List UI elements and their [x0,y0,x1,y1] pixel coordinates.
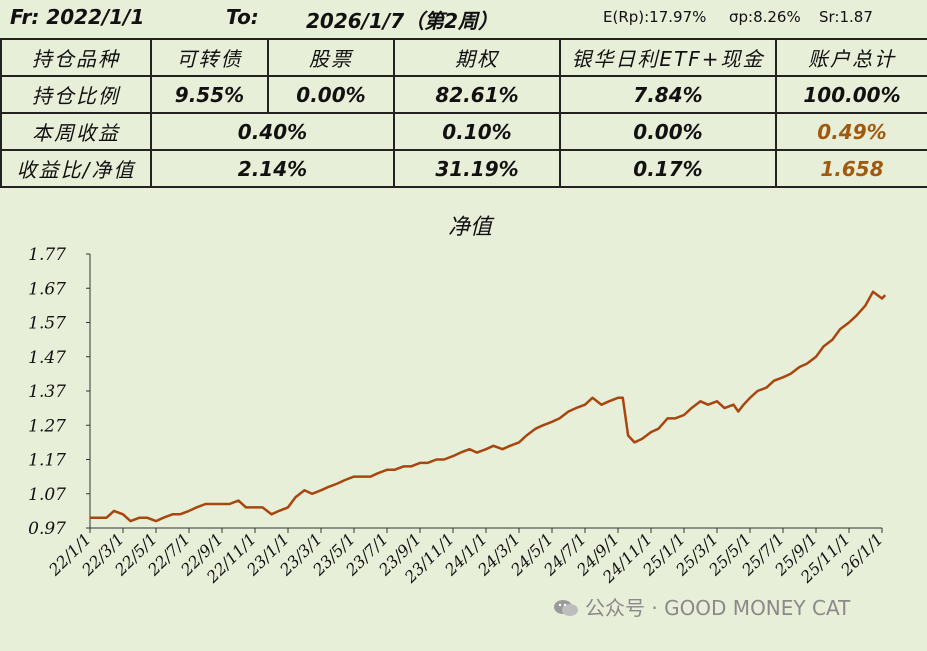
y-tick-label: 1.47 [28,348,66,368]
watermark: 公众号 · GOOD MONEY CAT [553,592,850,621]
table-cell: 0.00% [559,112,777,151]
table-cell-total: 1.658 [775,149,927,188]
table-cell-total: 0.49% [775,112,927,151]
header-cell: 账户总计 [775,38,927,77]
table-header-row: 持仓品种 可转债 股票 期权 银华日利ETF+现金 账户总计 [0,38,927,77]
nav-chart: 净值 0.971.071.171.271.371.471.571.671.77 … [28,215,887,587]
to-date: 2026/1/7（第2周） [306,9,499,33]
table-cell: 0.40% [150,112,395,151]
report-header: Fr: 2022/1/1 To: 2026/1/7（第2周） E(Rp):17.… [0,0,927,38]
table-cell: 31.19% [393,149,561,188]
holdings-table: 持仓品种 可转债 股票 期权 银华日利ETF+现金 账户总计 持仓比例 9.55… [0,38,927,188]
y-tick-label: 1.57 [28,314,66,334]
y-tick-label: 1.07 [28,485,66,505]
table-cell: 7.84% [559,75,777,114]
x-axis: 22/1/122/3/122/5/122/7/122/9/122/11/123/… [44,527,887,587]
table-cell: 0.10% [393,112,561,151]
y-tick-label: 1.17 [28,451,66,471]
from-date: Fr: 2022/1/1 [10,5,145,29]
table-row: 本周收益 0.40% 0.10% 0.00% 0.49% [0,112,927,151]
table-row: 持仓比例 9.55% 0.00% 82.61% 7.84% 100.00% [0,75,927,114]
row-label: 本周收益 [0,112,152,151]
watermark-text: 公众号 · GOOD MONEY CAT [585,596,851,620]
row-label: 收益比/净值 [0,149,152,188]
table-cell: 0.17% [559,149,777,188]
to-label: To: [226,5,259,29]
y-tick-label: 1.77 [28,245,66,265]
table-cell: 82.61% [393,75,561,114]
table-cell: 2.14% [150,149,395,188]
header-cell: 可转债 [150,38,269,77]
table-row: 收益比/净值 2.14% 31.19% 0.17% 1.658 [0,149,927,188]
table-cell: 100.00% [775,75,927,114]
wechat-icon [554,600,578,616]
nav-line [90,290,887,523]
expected-return: E(Rp):17.97% [603,8,707,26]
header-cell: 股票 [267,38,395,77]
y-tick-label: 1.37 [28,382,66,402]
y-axis: 0.97 1.07 1.17 1.27 1.37 1.47 1.57 1.67 1.77 [28,245,91,539]
header-cell: 银华日利ETF+现金 [559,38,777,77]
header-cell: 持仓品种 [0,38,152,77]
chart-title: 净值 [448,215,495,240]
volatility: σp:8.26% [729,8,801,26]
series-group [90,290,887,523]
row-label: 持仓比例 [0,75,152,114]
table-cell: 9.55% [150,75,269,114]
nav-chart-area: 净值 0.97 1.07 1.17 1.27 1.37 1.47 1.57 1.67 1.77 … [0,194,927,647]
header-cell: 期权 [393,38,561,77]
y-tick-label: 1.27 [28,416,66,436]
y-tick-label: 0.97 [28,519,66,539]
table-cell: 0.00% [267,75,395,114]
y-tick-label: 1.67 [28,279,66,299]
sharpe-ratio: Sr:1.87 [819,8,873,26]
